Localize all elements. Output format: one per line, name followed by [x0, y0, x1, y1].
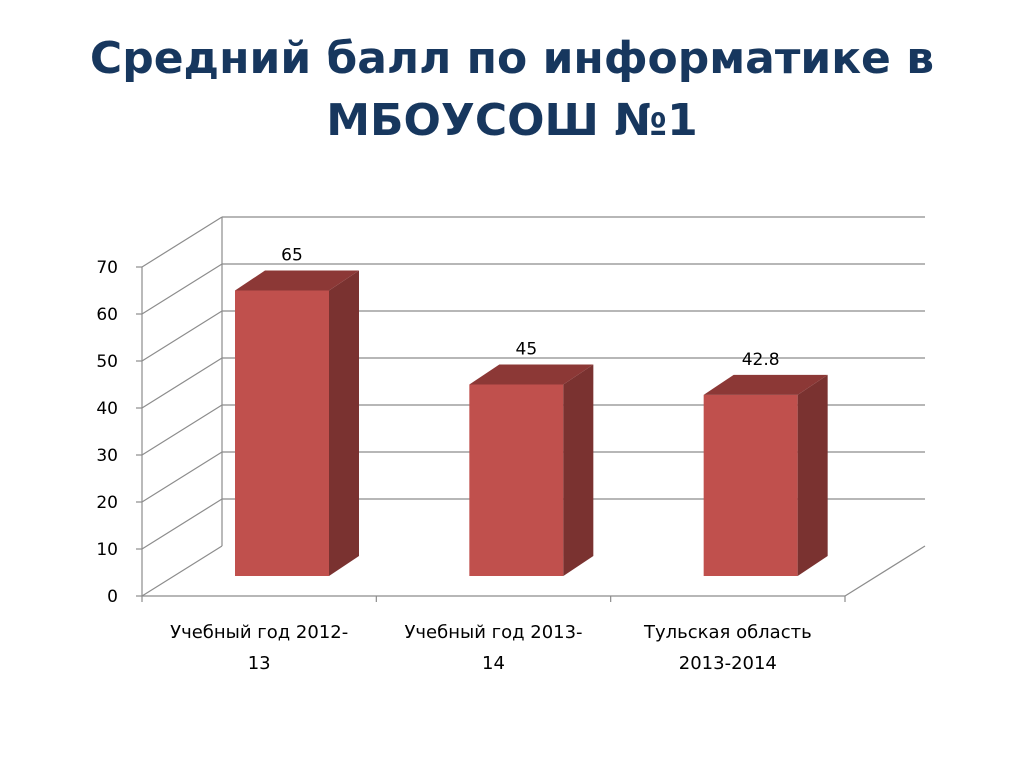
- y-tick-label: 20: [96, 493, 118, 513]
- category-label: Тульская область 2013-2014: [643, 622, 812, 674]
- category-label-line: Учебный год 2013-: [404, 622, 582, 643]
- side-gridline: [141, 545, 223, 597]
- y-tick-label: 50: [96, 352, 118, 372]
- bar-top: [469, 364, 594, 385]
- side-gridline: [141, 263, 223, 315]
- page-title: Средний балл по информатике в МБОУСОШ №1: [89, 33, 935, 146]
- side-gridline: [141, 357, 223, 409]
- y-tick-label: 10: [96, 540, 118, 560]
- bar: [703, 374, 828, 576]
- side-gridline: [141, 498, 223, 550]
- bar-front: [235, 290, 329, 576]
- side-gridline: [141, 404, 223, 456]
- bar: [235, 270, 359, 576]
- category-label-line: Тульская область: [643, 622, 812, 643]
- data-label: 42.8: [742, 350, 780, 370]
- side-gridline: [141, 216, 223, 268]
- bar-top: [703, 374, 828, 395]
- side-gridline: [141, 451, 223, 503]
- floor-right-edge: [844, 545, 926, 597]
- category-label-line: 13: [248, 653, 271, 674]
- bar-top: [235, 270, 359, 291]
- category-label-line: 2013-2014: [679, 653, 777, 674]
- y-tick-label: 70: [96, 258, 118, 278]
- category-label-line: Учебный год 2012-: [170, 622, 348, 643]
- y-tick-label: 40: [96, 399, 118, 419]
- data-label: 65: [281, 246, 303, 266]
- category-label: Учебный год 2012- 13: [170, 622, 348, 674]
- category-label: Учебный год 2013- 14: [404, 622, 582, 674]
- y-tick-label: 30: [96, 446, 118, 466]
- data-label: 45: [516, 340, 538, 360]
- bar-side: [797, 374, 828, 576]
- chart-axes: 0 10 20 30 40 50 60 70: [96, 217, 926, 607]
- category-label-line: 14: [482, 653, 505, 674]
- side-gridline: [141, 310, 223, 362]
- y-tick-label: 0: [107, 587, 118, 607]
- y-tick-label: 60: [96, 305, 118, 325]
- bar-side: [329, 270, 359, 576]
- chart-bars: [235, 270, 828, 576]
- bar-side: [563, 364, 594, 576]
- bar-front: [703, 394, 798, 576]
- bar-front: [469, 384, 564, 576]
- bar: [469, 364, 594, 576]
- chart-labels: 65 Учебный год 2012- 13 45 Учебный год 2013-…: [170, 246, 812, 675]
